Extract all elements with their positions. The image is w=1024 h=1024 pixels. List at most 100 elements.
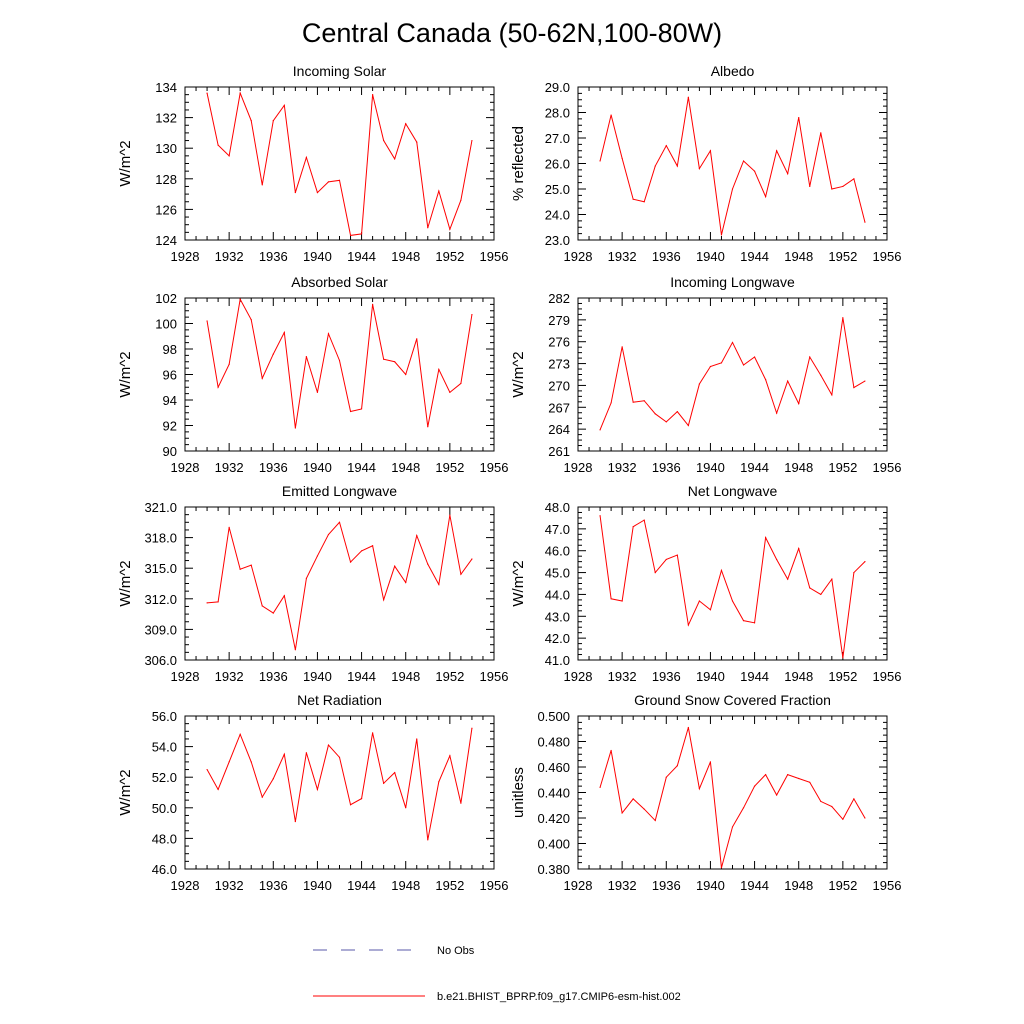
emitted-longwave-y-tick-label: 315.0 xyxy=(144,561,177,576)
emitted-longwave-x-tick-label: 1956 xyxy=(480,669,509,684)
incoming-solar-y-tick-label: 128 xyxy=(155,172,177,187)
incoming-solar-series-line xyxy=(206,91,473,236)
emitted-longwave-data-point xyxy=(438,583,440,586)
net-longwave-data-point xyxy=(864,561,866,563)
emitted-longwave-title: Emitted Longwave xyxy=(282,483,397,499)
absorbed-solar-plot-frame xyxy=(184,297,495,452)
incoming-longwave-data-point xyxy=(654,413,656,415)
net-radiation-data-point xyxy=(360,798,363,800)
legend: No Obs b.e21.BHIST_BPRP.f09_g17.CMIP6-es… xyxy=(313,945,681,1003)
incoming-solar-plot-frame xyxy=(184,86,495,241)
emitted-longwave-x-tick-label: 1932 xyxy=(215,669,244,684)
absorbed-solar-title: Absorbed Solar xyxy=(291,274,388,290)
emitted-longwave-x-tick-label: 1936 xyxy=(259,669,288,684)
albedo-x-tick-label: 1956 xyxy=(873,249,902,264)
incoming-solar-y-tick-label: 124 xyxy=(155,233,177,248)
net-longwave-data-point xyxy=(731,600,734,602)
incoming-longwave-data-point xyxy=(776,412,778,414)
incoming-longwave-x-tick-label: 1948 xyxy=(784,460,813,475)
net-longwave-data-point xyxy=(809,587,811,589)
incoming-solar-data-point xyxy=(283,104,285,106)
absorbed-solar-data-point xyxy=(449,391,451,393)
incoming-solar-x-tick-label: 1948 xyxy=(391,249,420,264)
emitted-longwave-y-tick-label: 321.0 xyxy=(144,500,177,515)
incoming-longwave-data-point xyxy=(853,387,855,389)
net-longwave-data-point xyxy=(632,526,634,528)
albedo-y-tick-label: 28.0 xyxy=(545,106,570,121)
incoming-longwave-data-point xyxy=(787,380,789,382)
emitted-longwave-data-point xyxy=(250,564,252,566)
absorbed-solar-y-tick-label: 94 xyxy=(163,393,177,408)
emitted-longwave-data-point xyxy=(261,605,263,607)
net-longwave-x-tick-label: 1928 xyxy=(564,669,593,684)
net-radiation-data-point xyxy=(460,802,462,804)
net-radiation-data-point xyxy=(228,761,230,763)
albedo-title: Albedo xyxy=(711,63,755,79)
incoming-solar-data-point xyxy=(327,181,330,183)
ground-snow-covered-fraction-data-point xyxy=(687,726,689,729)
albedo-data-point xyxy=(709,150,712,152)
albedo-data-point xyxy=(765,196,767,198)
albedo-x-tick-label: 1936 xyxy=(652,249,681,264)
emitted-longwave-y-axis-label: W/m^2 xyxy=(117,560,134,606)
net-radiation-data-point xyxy=(327,744,330,746)
ground-snow-covered-fraction-data-point xyxy=(787,774,789,776)
incoming-solar-x-tick-label: 1928 xyxy=(171,249,200,264)
incoming-solar-data-point xyxy=(250,120,252,122)
ground-snow-covered-fraction-data-point xyxy=(654,819,656,822)
emitted-longwave-data-point xyxy=(217,601,219,603)
incoming-longwave-data-point xyxy=(676,411,678,413)
absorbed-solar-x-tick-label: 1952 xyxy=(435,460,464,475)
net-radiation-data-point xyxy=(349,804,352,806)
net-longwave-data-point xyxy=(676,554,678,556)
absorbed-solar-data-point xyxy=(460,382,462,385)
net-radiation-y-tick-label: 50.0 xyxy=(152,801,177,816)
incoming-longwave-data-point xyxy=(842,317,844,319)
net-longwave-data-point xyxy=(698,600,700,602)
net-longwave-data-point xyxy=(621,600,623,602)
ground-snow-covered-fraction-data-point xyxy=(621,812,623,814)
incoming-longwave-data-point xyxy=(610,402,612,404)
net-radiation-data-point xyxy=(438,781,440,783)
net-longwave-y-tick-label: 46.0 xyxy=(545,544,570,559)
net-longwave-data-point xyxy=(665,558,667,561)
albedo-data-point xyxy=(853,178,855,180)
ground-snow-covered-fraction-data-point xyxy=(853,798,855,800)
figure-title: Central Canada (50-62N,100-80W) xyxy=(302,18,722,48)
incoming-longwave-x-tick-label: 1928 xyxy=(564,460,593,475)
incoming-solar-y-tick-label: 132 xyxy=(155,111,177,126)
incoming-solar-data-point xyxy=(394,158,396,160)
net-longwave-data-point xyxy=(820,593,822,596)
incoming-solar-data-point xyxy=(206,92,208,94)
net-longwave-y-tick-label: 47.0 xyxy=(545,522,570,537)
incoming-longwave-data-point xyxy=(632,401,634,403)
incoming-longwave-x-tick-label: 1940 xyxy=(696,460,725,475)
absorbed-solar-data-point xyxy=(294,427,296,429)
incoming-longwave-title: Incoming Longwave xyxy=(670,274,795,290)
incoming-longwave-data-point xyxy=(798,403,800,405)
ground-snow-covered-fraction-series-line xyxy=(599,727,866,868)
albedo-data-point xyxy=(742,160,745,162)
albedo-data-point xyxy=(798,117,800,119)
net-longwave-y-tick-label: 44.0 xyxy=(545,587,570,602)
ground-snow-covered-fraction-y-tick-label: 0.420 xyxy=(537,811,570,826)
incoming-longwave-data-point xyxy=(599,429,601,431)
albedo-data-point xyxy=(787,173,789,175)
incoming-longwave-data-point xyxy=(709,365,712,368)
ground-snow-covered-fraction-data-point xyxy=(610,749,612,752)
incoming-longwave-plot-frame xyxy=(577,297,888,452)
albedo-data-point xyxy=(698,168,700,170)
albedo-x-tick-label: 1940 xyxy=(696,249,725,264)
incoming-longwave-y-tick-label: 282 xyxy=(548,291,570,306)
incoming-longwave-data-point xyxy=(753,356,756,358)
incoming-longwave-data-point xyxy=(698,383,700,385)
absorbed-solar-y-tick-label: 92 xyxy=(163,419,177,434)
ground-snow-covered-fraction-data-point xyxy=(809,781,811,783)
net-longwave-data-point xyxy=(687,624,689,626)
ground-snow-covered-fraction-x-tick-label: 1936 xyxy=(652,878,681,893)
ground-snow-covered-fraction-data-point xyxy=(742,807,745,809)
incoming-longwave-y-tick-label: 276 xyxy=(548,335,570,350)
absorbed-solar-data-point xyxy=(206,320,208,322)
net-longwave-data-point xyxy=(842,657,844,659)
